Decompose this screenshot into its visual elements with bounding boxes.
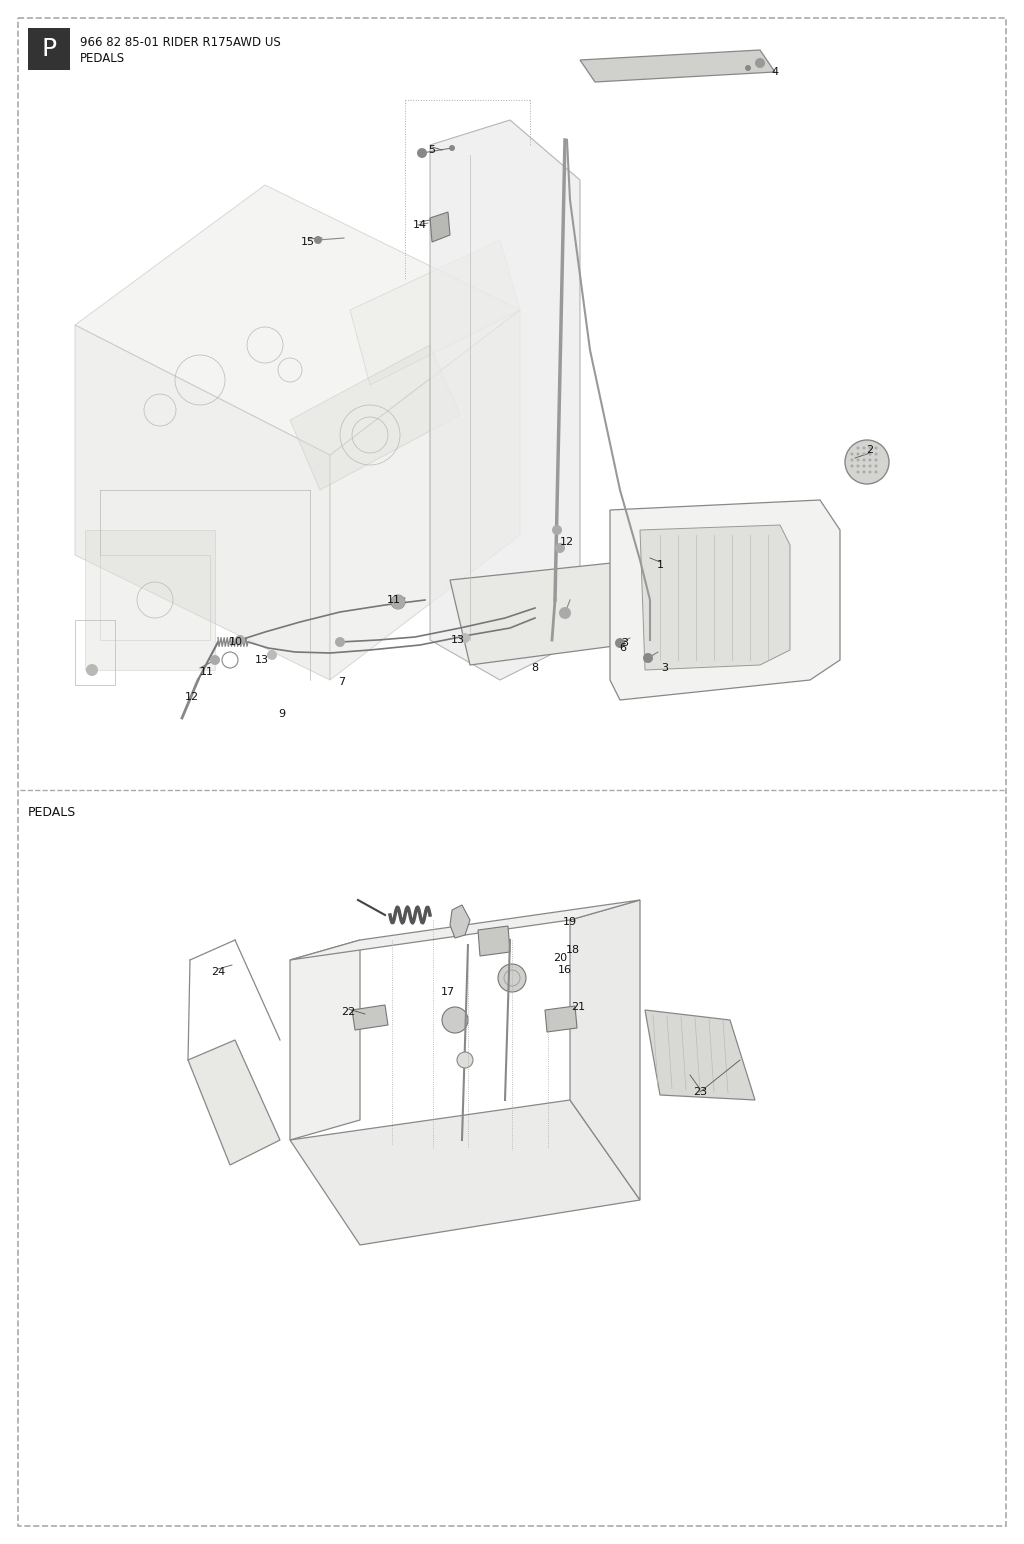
Circle shape <box>874 446 878 449</box>
Polygon shape <box>85 530 215 670</box>
Text: 11: 11 <box>200 667 214 676</box>
Polygon shape <box>478 926 510 956</box>
Text: P: P <box>41 37 56 62</box>
Polygon shape <box>450 560 660 665</box>
Circle shape <box>874 459 878 462</box>
Circle shape <box>559 607 571 619</box>
Circle shape <box>442 1007 468 1033</box>
Circle shape <box>856 459 859 462</box>
Text: 15: 15 <box>301 236 315 247</box>
Circle shape <box>745 65 751 71</box>
Text: 19: 19 <box>563 917 578 926</box>
Polygon shape <box>290 344 460 489</box>
Circle shape <box>874 452 878 455</box>
Circle shape <box>210 655 220 665</box>
Text: 1: 1 <box>656 560 664 570</box>
Circle shape <box>868 471 871 474</box>
Circle shape <box>851 452 853 455</box>
Circle shape <box>314 236 322 244</box>
Circle shape <box>868 452 871 455</box>
Text: 6: 6 <box>620 642 627 653</box>
Text: 13: 13 <box>255 655 269 665</box>
Polygon shape <box>570 900 640 1200</box>
Circle shape <box>615 638 625 648</box>
Text: 12: 12 <box>185 692 199 703</box>
Text: PEDALS: PEDALS <box>80 51 125 65</box>
Text: PEDALS: PEDALS <box>28 806 76 818</box>
Text: 10: 10 <box>229 638 243 647</box>
Circle shape <box>498 963 526 991</box>
Polygon shape <box>290 940 360 1139</box>
Circle shape <box>845 440 889 483</box>
Circle shape <box>643 653 653 662</box>
Polygon shape <box>450 905 470 939</box>
Text: 966 82 85-01 RIDER R175AWD US: 966 82 85-01 RIDER R175AWD US <box>80 36 281 48</box>
Text: 11: 11 <box>387 594 401 605</box>
Text: 13: 13 <box>451 635 465 645</box>
Text: 12: 12 <box>560 537 574 547</box>
Text: 24: 24 <box>211 967 225 977</box>
Text: 8: 8 <box>531 662 539 673</box>
Text: 18: 18 <box>566 945 580 956</box>
Circle shape <box>555 543 565 553</box>
Text: 4: 4 <box>771 66 778 77</box>
Circle shape <box>851 459 853 462</box>
Text: 14: 14 <box>413 219 427 230</box>
Circle shape <box>460 633 470 642</box>
Polygon shape <box>290 900 640 960</box>
Circle shape <box>862 471 865 474</box>
Circle shape <box>552 525 562 536</box>
Circle shape <box>862 446 865 449</box>
Polygon shape <box>640 525 790 670</box>
Polygon shape <box>645 1010 755 1099</box>
Text: 7: 7 <box>339 676 345 687</box>
Text: 9: 9 <box>279 709 286 720</box>
Circle shape <box>862 459 865 462</box>
Polygon shape <box>430 212 450 242</box>
Circle shape <box>868 465 871 468</box>
Circle shape <box>86 664 98 676</box>
Circle shape <box>391 594 406 608</box>
Polygon shape <box>188 1041 280 1166</box>
Circle shape <box>755 59 765 68</box>
Polygon shape <box>352 1005 388 1030</box>
Circle shape <box>267 650 278 659</box>
Polygon shape <box>290 1099 640 1244</box>
Text: 21: 21 <box>571 1002 585 1011</box>
Text: 22: 22 <box>341 1007 355 1017</box>
Text: 5: 5 <box>428 145 435 154</box>
Circle shape <box>862 465 865 468</box>
Polygon shape <box>545 1007 577 1031</box>
Text: 23: 23 <box>693 1087 707 1096</box>
Polygon shape <box>430 120 580 679</box>
Polygon shape <box>330 310 520 679</box>
Text: 17: 17 <box>441 987 455 997</box>
Polygon shape <box>350 239 520 384</box>
Circle shape <box>862 452 865 455</box>
Text: 3: 3 <box>662 662 669 673</box>
Text: 3: 3 <box>622 638 629 648</box>
Circle shape <box>856 465 859 468</box>
Circle shape <box>868 446 871 449</box>
Circle shape <box>874 465 878 468</box>
Circle shape <box>874 471 878 474</box>
Polygon shape <box>75 324 330 679</box>
Circle shape <box>234 635 245 645</box>
Bar <box>28 28 70 69</box>
Circle shape <box>856 471 859 474</box>
Polygon shape <box>610 500 840 699</box>
Polygon shape <box>580 49 775 82</box>
Circle shape <box>457 1051 473 1068</box>
Text: 2: 2 <box>866 445 873 455</box>
Circle shape <box>851 465 853 468</box>
Circle shape <box>449 145 455 151</box>
Circle shape <box>856 452 859 455</box>
Text: 16: 16 <box>558 965 572 974</box>
Circle shape <box>868 459 871 462</box>
Circle shape <box>417 148 427 157</box>
Text: 20: 20 <box>553 953 567 963</box>
Circle shape <box>856 446 859 449</box>
Circle shape <box>335 638 345 647</box>
Polygon shape <box>75 185 520 455</box>
